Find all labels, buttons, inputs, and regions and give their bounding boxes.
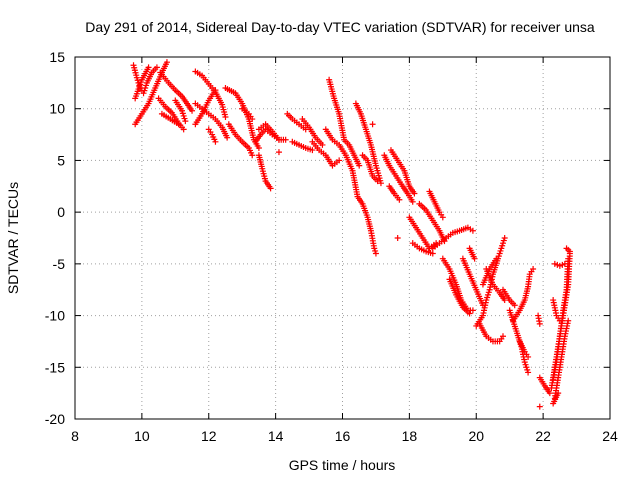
data-point — [212, 138, 219, 145]
data-point — [224, 134, 231, 141]
y-tick-label: 0 — [57, 204, 65, 220]
data-point — [180, 126, 187, 133]
data-point — [153, 64, 160, 71]
data-point — [394, 235, 401, 241]
data-point — [546, 390, 553, 397]
x-tick-label: 16 — [335, 428, 351, 444]
data-point — [356, 162, 363, 169]
data-point — [530, 266, 537, 273]
data-point — [319, 141, 326, 148]
data-point — [182, 118, 189, 125]
data-point — [500, 333, 506, 340]
data-point — [189, 107, 196, 114]
y-axis-label: SDTVAR / TECUs — [5, 182, 21, 294]
data-point — [501, 297, 508, 304]
data-point — [525, 369, 532, 376]
data-point — [409, 198, 416, 205]
grid — [75, 57, 610, 419]
data-point — [255, 145, 262, 152]
data-point — [469, 307, 476, 314]
data-point — [466, 310, 473, 317]
data-point — [555, 390, 562, 397]
data-point — [163, 59, 170, 66]
y-tick-label: -20 — [45, 411, 65, 427]
data-point — [439, 214, 446, 221]
x-tick-label: 22 — [535, 428, 551, 444]
x-tick-label: 18 — [402, 428, 418, 444]
data-point — [369, 121, 376, 128]
data-point — [565, 317, 572, 324]
data-point — [471, 255, 478, 262]
data-point — [411, 190, 418, 197]
data-point — [175, 121, 182, 128]
x-tick-label: 10 — [134, 428, 150, 444]
plot-frame — [74, 56, 611, 420]
data-point — [145, 64, 152, 71]
x-axis-label: GPS time / hours — [289, 457, 396, 473]
data-points — [130, 59, 573, 410]
y-tick-label: -5 — [53, 256, 66, 272]
data-point — [469, 227, 476, 234]
data-point — [377, 180, 384, 187]
data-point — [429, 250, 436, 257]
tick-labels: 8 10 12 14 16 18 20 22 24 15 10 5 0 -5 -10 -15 -20 — [45, 49, 618, 444]
y-tick-label: 15 — [49, 49, 65, 65]
y-tick-label: -15 — [45, 359, 65, 375]
x-tick-label: 12 — [201, 428, 217, 444]
data-point — [566, 248, 573, 255]
chart-title: Day 291 of 2014, Sidereal Day-to-day VTE… — [85, 19, 595, 35]
data-point — [249, 116, 256, 123]
data-point — [556, 317, 563, 324]
y-tick-label: 10 — [49, 101, 65, 117]
x-tick-label: 8 — [71, 428, 79, 444]
data-point — [249, 152, 256, 159]
y-tick-label: 5 — [57, 152, 65, 168]
data-point — [309, 147, 316, 154]
x-tick-label: 14 — [268, 428, 284, 444]
data-point — [536, 320, 543, 327]
data-point — [372, 250, 379, 257]
data-point — [336, 157, 343, 164]
x-tick-label: 20 — [468, 428, 484, 444]
data-point — [525, 353, 532, 360]
data-point — [396, 196, 403, 203]
data-point — [511, 302, 518, 309]
y-tick-label: -10 — [45, 308, 65, 324]
data-point — [267, 185, 274, 192]
data-point — [561, 260, 568, 267]
data-point — [536, 403, 543, 410]
x-tick-label: 24 — [602, 428, 618, 444]
data-point — [222, 113, 229, 120]
data-point — [275, 149, 282, 156]
data-point — [493, 255, 500, 262]
data-point — [282, 136, 289, 143]
data-point — [501, 235, 508, 241]
data-point — [212, 87, 219, 94]
data-point — [374, 178, 381, 185]
